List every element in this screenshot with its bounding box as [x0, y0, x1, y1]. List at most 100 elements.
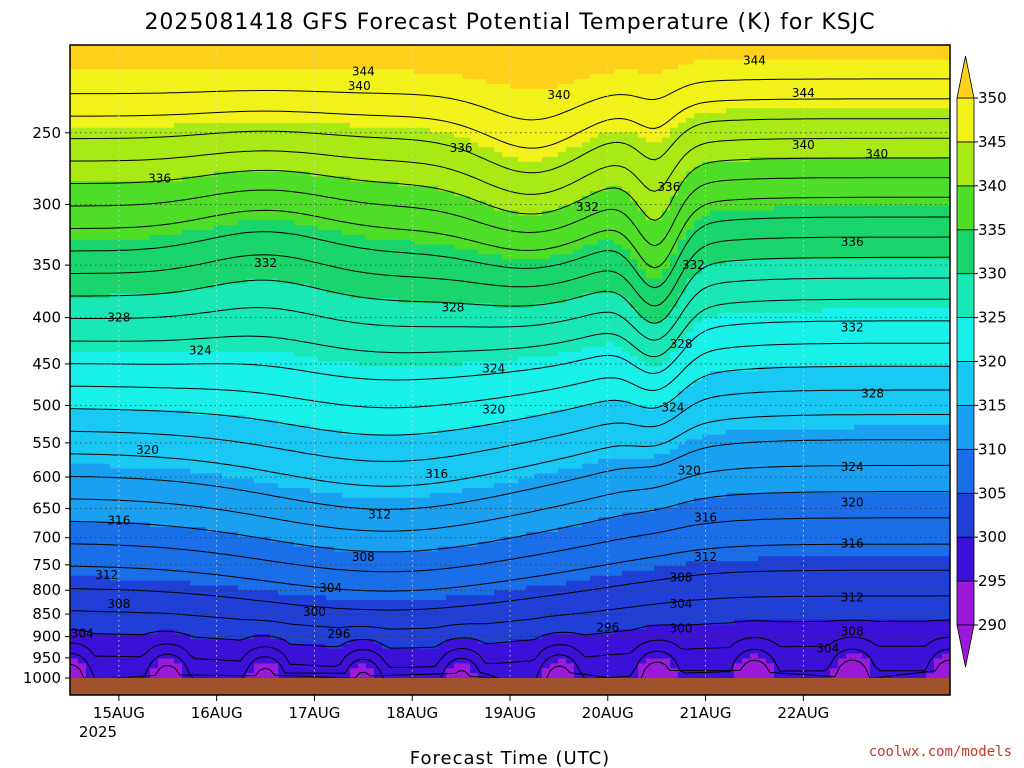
filled-band-cell — [310, 59, 319, 66]
filled-band-cell — [334, 580, 343, 587]
filled-band-cell — [262, 210, 271, 217]
filled-band-cell — [102, 303, 111, 309]
filled-band-cell — [102, 366, 111, 372]
filled-band-cell — [94, 176, 103, 182]
filled-band-cell — [102, 575, 111, 582]
filled-band-cell — [118, 585, 127, 591]
filled-band-cell — [190, 186, 199, 192]
filled-band-cell — [358, 200, 367, 207]
filled-band-cell — [238, 317, 247, 324]
filled-band-cell — [94, 371, 103, 377]
filled-band-cell — [134, 497, 143, 504]
filled-band-cell — [326, 156, 335, 163]
filled-band-cell — [278, 551, 287, 557]
filled-band-cell — [94, 390, 103, 397]
filled-band-cell — [190, 225, 199, 231]
filled-band-cell — [270, 390, 279, 397]
filled-band-cell — [86, 424, 95, 431]
filled-band-cell — [270, 234, 279, 241]
filled-band-cell — [70, 132, 79, 139]
filled-band-cell — [326, 595, 335, 601]
filled-band-cell — [278, 268, 287, 275]
filled-band-cell — [270, 264, 279, 270]
filled-band-cell — [270, 88, 279, 95]
filled-band-cell — [190, 604, 199, 611]
filled-band-cell — [222, 531, 231, 538]
filled-band-cell — [158, 74, 167, 80]
filled-band-cell — [342, 415, 351, 421]
filled-band-cell — [86, 434, 95, 441]
filled-band-cell — [166, 176, 175, 182]
filled-band-cell — [182, 307, 191, 314]
filled-band-cell — [254, 59, 263, 66]
filled-band-cell — [294, 337, 303, 343]
filled-band-cell — [294, 585, 303, 591]
filled-band-cell — [206, 488, 215, 494]
filled-band-cell — [294, 429, 303, 436]
filled-band-cell — [110, 127, 119, 134]
filled-band-cell — [294, 161, 303, 168]
filled-band-cell — [166, 244, 175, 251]
filled-band-cell — [70, 502, 79, 509]
filled-band-cell — [158, 478, 167, 484]
filled-band-cell — [238, 288, 247, 294]
filled-band-cell — [334, 634, 343, 640]
filled-band-cell — [366, 49, 375, 56]
filled-band-cell — [358, 429, 367, 436]
filled-band-cell — [190, 556, 199, 562]
filled-band-cell — [366, 531, 375, 538]
filled-band-cell — [350, 342, 359, 348]
filled-band-cell — [254, 268, 263, 275]
filled-band-cell — [174, 624, 183, 630]
filled-band-cell — [238, 629, 247, 635]
filled-band-cell — [158, 303, 167, 309]
filled-band-cell — [206, 580, 215, 587]
filled-band-cell — [278, 312, 287, 319]
filled-band-cell — [142, 390, 151, 397]
filled-band-cell — [198, 604, 207, 611]
filled-band-cell — [366, 93, 375, 100]
filled-band-cell — [294, 512, 303, 518]
filled-band-cell — [262, 69, 271, 75]
filled-band-cell — [126, 69, 135, 75]
filled-band-cell — [286, 580, 295, 587]
filled-band-cell — [278, 181, 287, 187]
filled-band-cell — [134, 531, 143, 538]
filled-band-cell — [190, 575, 199, 582]
filled-band-cell — [142, 575, 151, 582]
filled-band-cell — [126, 225, 135, 231]
filled-band-cell — [270, 79, 279, 85]
filled-band-cell — [110, 342, 119, 348]
filled-band-cell — [270, 327, 279, 333]
filled-band-cell — [166, 312, 175, 319]
filled-band-cell — [158, 298, 167, 304]
filled-band-cell — [318, 546, 327, 552]
filled-band-cell — [190, 166, 199, 173]
filled-band-cell — [238, 639, 247, 645]
filled-band-cell — [150, 278, 159, 285]
filled-band-cell — [126, 268, 135, 275]
filled-band-cell — [350, 488, 359, 494]
filled-band-cell — [230, 327, 239, 333]
filled-band-cell — [374, 152, 383, 158]
filled-band-cell — [230, 497, 239, 504]
filled-band-cell — [174, 502, 183, 509]
filled-band-cell — [78, 108, 87, 114]
filled-band-cell — [262, 566, 271, 572]
filled-band-cell — [334, 575, 343, 582]
filled-band-cell — [326, 600, 335, 606]
filled-band-cell — [110, 458, 119, 465]
filled-band-cell — [262, 171, 271, 178]
filled-band-cell — [342, 351, 351, 358]
filled-band-cell — [246, 351, 255, 358]
filled-band-cell — [78, 239, 87, 246]
filled-band-cell — [126, 604, 135, 611]
filled-band-cell — [102, 215, 111, 221]
filled-band-cell — [286, 376, 295, 382]
filled-band-cell — [214, 439, 223, 445]
filled-band-cell — [326, 118, 335, 124]
filled-band-cell — [246, 293, 255, 299]
filled-band-cell — [230, 249, 239, 255]
filled-band-cell — [190, 332, 199, 338]
filled-band-cell — [294, 273, 303, 280]
